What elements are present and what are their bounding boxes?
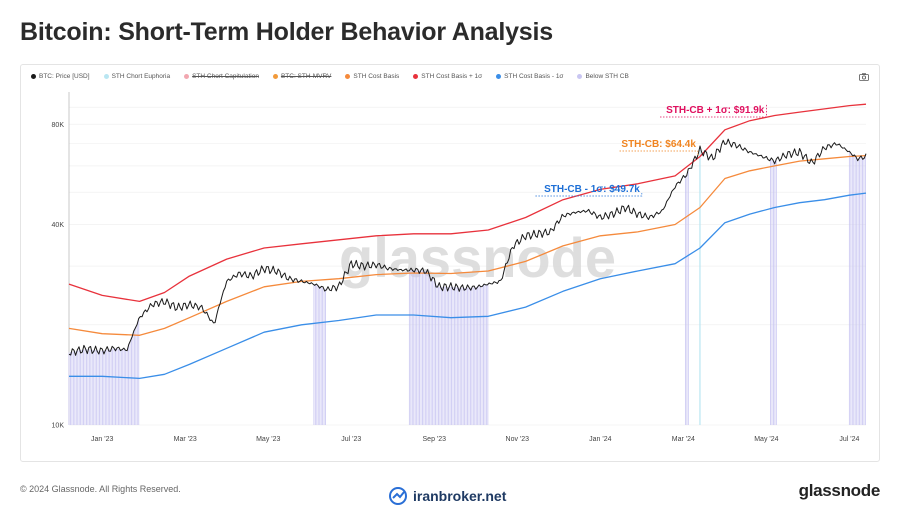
series-line	[68, 138, 867, 356]
legend-item-sth-capitulation[interactable]: STH Chort Capitulation	[184, 73, 259, 80]
legend-label: STH Cost Basis	[353, 73, 400, 80]
annotation-label: STH-CB - 1σ: $49.7k	[544, 184, 640, 195]
series-line	[68, 154, 867, 336]
legend-label: BTC: Price [USD]	[39, 73, 90, 80]
x-tick-label: Mar '23	[174, 436, 197, 443]
site-logo-icon	[389, 487, 407, 505]
x-tick-label: May '23	[256, 436, 280, 443]
brand-logo: glassnode	[798, 481, 881, 500]
footer-site-label: iranbroker.net	[413, 488, 507, 504]
legend-swatch	[184, 74, 190, 79]
x-tick-label: Jul '23	[341, 436, 361, 443]
chart-panel: BTC: Price [USD] STH Chort Euphoria STH …	[20, 64, 880, 462]
legend-swatch	[103, 74, 109, 79]
legend-swatch	[577, 74, 583, 79]
legend-item-btc-price[interactable]: BTC: Price [USD]	[31, 73, 90, 80]
series-line	[68, 103, 867, 303]
annotation-leader	[660, 104, 767, 118]
annotation-leader	[535, 193, 643, 197]
footer-site[interactable]: iranbroker.net	[388, 486, 506, 506]
legend-item-sth-cost-basis[interactable]: STH Cost Basis	[345, 73, 399, 80]
legend-label: STH Chort Capitulation	[192, 73, 259, 80]
x-tick-label: Mar '24	[672, 436, 695, 443]
legend-swatch	[31, 74, 36, 79]
y-tick-label: 10K	[52, 423, 65, 430]
legend-label: Below STH CB	[585, 73, 629, 80]
footer-copyright: © 2024 Glassnode. All Rights Reserved.	[20, 484, 181, 494]
annotation-label: STH-CB: $64.4k	[621, 139, 696, 150]
legend-item-sth-euphoria[interactable]: STH Chort Euphoria	[103, 73, 171, 80]
x-tick-label: Nov '23	[506, 436, 530, 443]
x-tick-label: Jul '24	[839, 436, 859, 443]
series-line	[69, 192, 867, 380]
chart-plot: 10K 40K 80K Jan '23 Mar '23 May '23 Jul '23 Sep…	[52, 92, 867, 443]
legend-swatch	[272, 74, 278, 79]
x-tick-label: Jan '24	[589, 436, 611, 443]
annotation-label: STH-CB + 1σ: $91.9k	[666, 105, 765, 116]
y-tick-label: 80K	[52, 122, 65, 129]
legend-swatch	[413, 74, 419, 79]
legend-item-sth-cb-plus[interactable]: STH Cost Basis + 1σ	[413, 73, 482, 80]
legend-label: STH Cost Basis + 1σ	[421, 73, 483, 80]
legend-swatch	[496, 74, 502, 79]
annotation-leader	[619, 150, 699, 156]
legend-label: STH Cost Basis - 1σ	[504, 73, 564, 80]
camera-icon[interactable]	[859, 73, 869, 81]
legend-label: BTC: STH-MVRV	[280, 73, 332, 80]
x-tick-label: Sep '23	[423, 436, 447, 443]
legend-item-below-sth-cb[interactable]: Below STH CB	[577, 73, 629, 80]
legend-item-sth-cb-minus[interactable]: STH Cost Basis - 1σ	[496, 73, 563, 80]
page-title: Bitcoin: Short-Term Holder Behavior Anal…	[20, 18, 553, 46]
x-tick-label: May '24	[754, 436, 778, 443]
legend-item-sth-mvrv[interactable]: BTC: STH-MVRV	[272, 73, 332, 80]
y-tick-label: 40K	[52, 222, 65, 229]
x-tick-label: Jan '23	[91, 436, 113, 443]
chart-legend: BTC: Price [USD] STH Chort Euphoria STH …	[31, 73, 629, 80]
legend-swatch	[345, 74, 351, 79]
legend-label: STH Chort Euphoria	[111, 73, 171, 80]
watermark: glassnode	[339, 226, 616, 289]
